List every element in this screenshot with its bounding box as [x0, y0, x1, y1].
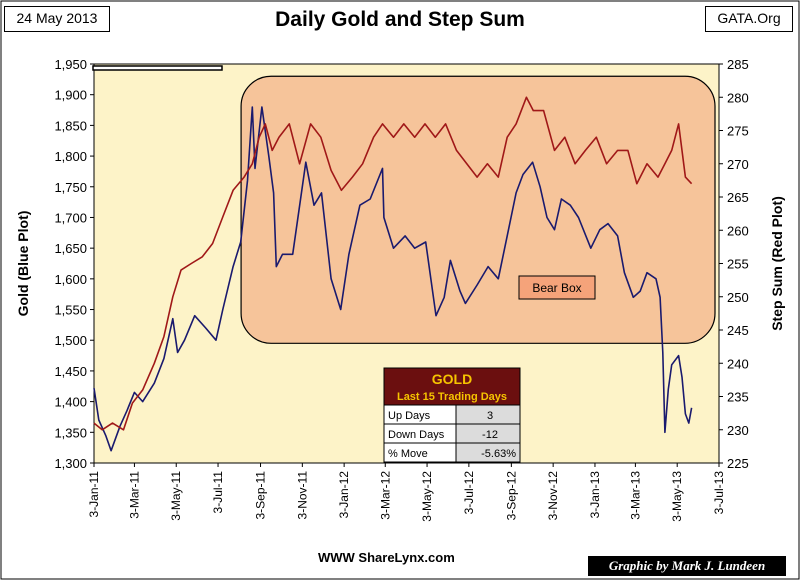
- y-left-tick-label: 1,650: [54, 241, 87, 256]
- table-value-cell: [455, 442, 521, 463]
- x-tick-label: 3-Sep-11: [254, 471, 268, 520]
- x-tick-label: 3-Nov-11: [295, 471, 309, 520]
- y-right-axis-title: Step Sum (Red Plot): [769, 196, 785, 331]
- y-left-tick-label: 1,400: [54, 395, 87, 410]
- x-tick-label: 3-Mar-12: [378, 471, 392, 520]
- y-right-tick-label: 250: [727, 290, 749, 305]
- table-header: [383, 367, 521, 406]
- y-left-tick-label: 1,550: [54, 303, 87, 318]
- table-row-value: -12: [482, 429, 498, 441]
- bear-box-label: Bear Box: [532, 281, 581, 295]
- y-left-tick-label: 1,950: [54, 57, 87, 72]
- y-left-tick-label: 1,600: [54, 272, 87, 287]
- y-left-tick-label: 1,850: [54, 118, 87, 133]
- legend-stub: [92, 65, 223, 71]
- source-label: GATA.Org: [705, 6, 793, 32]
- y-left-axis-title: Gold (Blue Plot): [15, 211, 31, 317]
- x-tick-label: 3-Jan-11: [87, 471, 101, 518]
- y-right-tick-label: 235: [727, 390, 749, 405]
- date-label: 24 May 2013: [4, 6, 110, 32]
- x-tick-label: 3-May-11: [169, 471, 183, 521]
- x-tick-label: 3-Mar-11: [127, 471, 141, 519]
- footer-website: WWW ShareLynx.com: [318, 550, 455, 565]
- y-right-tick-label: 265: [727, 190, 749, 205]
- y-right-tick-label: 240: [727, 356, 749, 371]
- series-line-gold: [93, 106, 693, 452]
- bear-box: [240, 75, 716, 344]
- y-left-tick-label: 1,500: [54, 333, 87, 348]
- x-tick-label: 3-Mar-13: [628, 471, 642, 520]
- x-tick-label: 3-Jul-13: [712, 471, 726, 515]
- y-right-tick-label: 285: [727, 57, 749, 72]
- y-left-tick-label: 1,700: [54, 210, 87, 225]
- table-row-value: -5.63%: [481, 448, 516, 460]
- table-row-label: % Move: [388, 448, 428, 460]
- x-tick-label: 3-May-13: [670, 471, 684, 522]
- table-row-value: 3: [487, 410, 493, 422]
- y-right-tick-label: 275: [727, 124, 749, 139]
- table-row-label: Down Days: [388, 429, 445, 441]
- bear-box-label-bg: [518, 275, 596, 300]
- x-tick-label: 3-Jul-11: [211, 471, 225, 514]
- x-tick-label: 3-Nov-12: [546, 471, 560, 521]
- x-tick-label: 3-Jul-12: [462, 471, 476, 515]
- table-title: GOLD: [432, 371, 472, 387]
- y-right-tick-label: 245: [727, 323, 749, 338]
- y-left-tick-label: 1,350: [54, 425, 87, 440]
- x-tick-label: 3-Jan-13: [588, 471, 602, 519]
- y-left-tick-label: 1,800: [54, 149, 87, 164]
- y-right-tick-label: 230: [727, 423, 749, 438]
- table-subtitle: Last 15 Trading Days: [397, 391, 507, 403]
- table-row-label: Up Days: [388, 410, 431, 422]
- x-tick-label: 3-Jan-12: [337, 471, 351, 519]
- y-right-tick-label: 280: [727, 90, 749, 105]
- x-tick-label: 3-Sep-12: [504, 471, 518, 521]
- y-left-tick-label: 1,450: [54, 364, 87, 379]
- y-left-tick-label: 1,900: [54, 88, 87, 103]
- y-right-tick-label: 270: [727, 157, 749, 172]
- y-right-tick-label: 225: [727, 456, 749, 471]
- chart-title: Daily Gold and Step Sum: [275, 8, 525, 31]
- footer-author: Graphic by Mark J. Lundeen: [588, 556, 786, 576]
- series-line-step-sum: [93, 96, 693, 431]
- y-left-tick-label: 1,750: [54, 180, 87, 195]
- x-tick-label: 3-May-12: [420, 471, 434, 522]
- y-right-tick-label: 260: [727, 223, 749, 238]
- y-left-tick-label: 1,300: [54, 456, 87, 471]
- y-right-tick-label: 255: [727, 257, 749, 272]
